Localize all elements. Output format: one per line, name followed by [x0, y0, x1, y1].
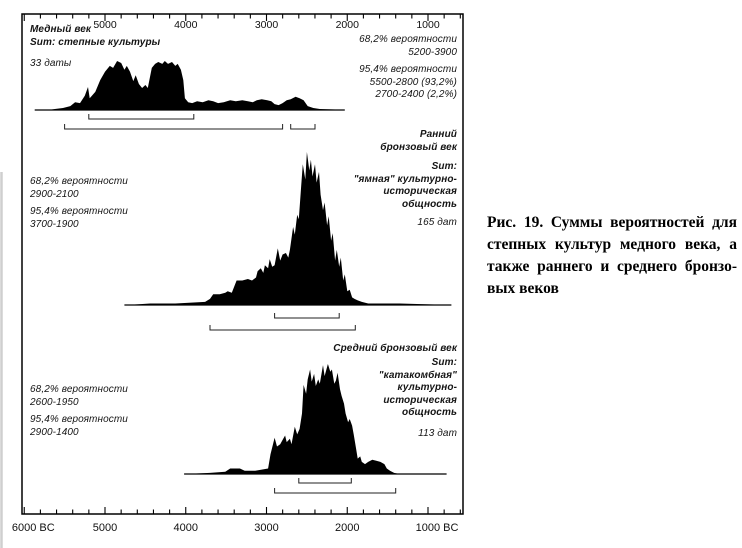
- top-axis-tick-label: 5000: [93, 19, 117, 31]
- bottom-axis-tick-label: 6000 BC: [12, 522, 55, 534]
- prob95-label: 95,4% вероятности: [30, 206, 128, 217]
- panel-sum-label: историческая: [383, 394, 457, 406]
- panel-sum-label: Sum:: [431, 357, 457, 368]
- panel1-probability-block: 68,2% вероятности 5200-3900 95,4% вероят…: [359, 34, 457, 102]
- prob68-label: 68,2% вероятности: [30, 384, 128, 395]
- panel2-dates-count: 165 дат: [417, 217, 457, 228]
- panel-title: бронзовый век: [380, 141, 457, 153]
- prob95-range: 2900-1400: [30, 426, 79, 438]
- probability-histogram: [51, 61, 345, 110]
- panel3-title-block: Средний бронзовый век: [333, 343, 457, 356]
- prob68-range: 2600-1950: [30, 396, 79, 408]
- probability-histogram: [184, 364, 447, 474]
- probability-range-bracket: [64, 124, 284, 130]
- panel1-title-block: Медный век Sum: степные культуры: [30, 24, 160, 49]
- panel-sum-label: Sum:: [431, 161, 457, 172]
- probability-range-bracket: [274, 488, 397, 494]
- panel-title: Медный век: [30, 24, 92, 35]
- panel-sum-label: культурно-: [397, 382, 457, 393]
- panel-sum-label: историческая: [383, 186, 457, 197]
- panel2-sum-block: Sum: "ямная" культурно- историческая общ…: [354, 161, 457, 211]
- bottom-axis-tick-label: 4000: [174, 522, 198, 534]
- figure-caption: Рис. 19. Суммы вероятностей для степных …: [487, 212, 737, 300]
- bottom-axis-tick-label: 5000: [93, 522, 117, 534]
- panel2-title-block: Ранний бронзовый век: [380, 129, 457, 154]
- panel3-dates-count: 113 дат: [418, 428, 457, 439]
- prob95-range: 5500-2800 (93,2%): [369, 76, 457, 88]
- probability-range-bracket: [209, 325, 356, 331]
- top-axis-tick-label: 2000: [336, 19, 360, 31]
- top-axis-tick-label: 4000: [174, 19, 198, 31]
- prob95-range: 2700-2400 (2,2%): [375, 89, 457, 100]
- probability-range-bracket: [298, 478, 352, 484]
- probability-range-bracket: [290, 124, 316, 130]
- prob68-range: 5200-3900: [408, 46, 457, 58]
- top-axis-tick-label: 3000: [255, 19, 279, 31]
- probability-range-bracket: [274, 313, 340, 319]
- prob68-label: 68,2% вероятности: [30, 176, 128, 187]
- caption-line: также раннего и среднего бронзо-: [487, 258, 737, 275]
- panel1-dates-count: 33 даты: [30, 58, 72, 69]
- prob68-label: 68,2% вероятности: [359, 34, 457, 45]
- panel-sum-label: "ямная" культурно-: [353, 173, 457, 185]
- panel-sum-label: Sum: степные культуры: [30, 36, 161, 48]
- panel2-probability-block: 68,2% вероятности 2900-2100 95,4% вероят…: [30, 176, 128, 231]
- bottom-axis-tick-label: 2000: [335, 522, 359, 534]
- caption-line: вых веков: [487, 280, 559, 297]
- probability-histogram: [126, 152, 452, 305]
- prob95-range: 3700-1900: [30, 218, 79, 230]
- panel-sum-label: общность: [402, 407, 457, 418]
- panel-title: Ранний: [419, 129, 457, 140]
- panel-sum-label: "катакомбная": [378, 369, 457, 381]
- prob95-label: 95,4% вероятности: [359, 64, 457, 75]
- plot-frame: [21, 13, 464, 515]
- panel-title: Средний бронзовый век: [333, 343, 457, 354]
- panel3-probability-block: 68,2% вероятности 2600-1950 95,4% вероят…: [30, 384, 128, 439]
- top-axis-tick-label: 1000: [416, 19, 440, 31]
- caption-line: Рис. 19. Суммы вероятностей для: [487, 214, 737, 231]
- bottom-axis-tick-label: 3000: [254, 522, 278, 534]
- panel-sum-label: общность: [402, 198, 457, 210]
- caption-line: степных культур медного века, а: [487, 236, 737, 253]
- probability-range-bracket: [88, 114, 195, 120]
- panel3-sum-block: Sum: "катакомбная" культурно- историческ…: [379, 357, 457, 420]
- prob95-label: 95,4% вероятности: [30, 414, 128, 425]
- bottom-axis-tick-label: 1000 BC: [416, 522, 459, 534]
- prob68-range: 2900-2100: [30, 188, 79, 200]
